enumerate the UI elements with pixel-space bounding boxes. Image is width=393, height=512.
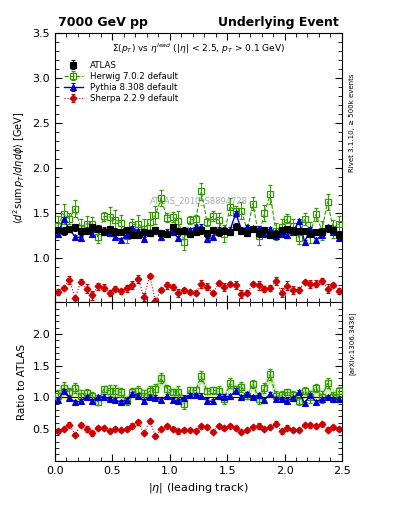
Text: $\Sigma(p_T)$ vs $\eta^{lead}$ ($|\eta|$ < 2.5, $p_T$ > 0.1 GeV): $\Sigma(p_T)$ vs $\eta^{lead}$ ($|\eta|$… [112,41,285,56]
Text: 7000 GeV pp: 7000 GeV pp [58,16,148,29]
Text: ATLAS_2010_S8894728: ATLAS_2010_S8894728 [149,196,248,205]
Legend: ATLAS, Herwig 7.0.2 default, Pythia 8.308 default, Sherpa 2.2.9 default: ATLAS, Herwig 7.0.2 default, Pythia 8.30… [62,59,180,105]
Y-axis label: Ratio to ATLAS: Ratio to ATLAS [17,344,27,420]
Text: Rivet 3.1.10, ≥ 500k events: Rivet 3.1.10, ≥ 500k events [349,74,355,172]
Y-axis label: $\langle d^2 {\rm sum}\, p_T/d\eta d\phi\rangle$ [GeV]: $\langle d^2 {\rm sum}\, p_T/d\eta d\phi… [11,112,27,224]
X-axis label: $|\eta|$ (leading track): $|\eta|$ (leading track) [148,481,249,495]
Text: [arXiv:1306.3436]: [arXiv:1306.3436] [348,311,355,375]
Text: Underlying Event: Underlying Event [218,16,339,29]
